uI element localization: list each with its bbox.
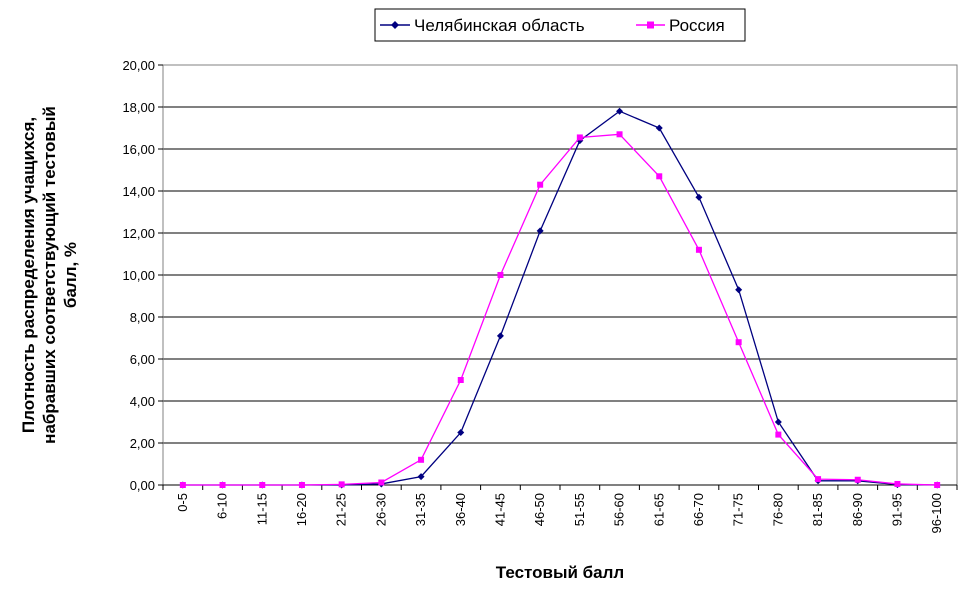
y-axis-title-line: набравших соответствующий тестовый xyxy=(40,106,59,444)
data-point xyxy=(775,431,782,438)
x-axis-title: Тестовый балл xyxy=(496,563,624,582)
data-point xyxy=(338,481,345,488)
y-tick-label: 10,00 xyxy=(122,268,155,283)
y-tick-label: 18,00 xyxy=(122,100,155,115)
y-tick-label: 16,00 xyxy=(122,142,155,157)
y-tick-label: 6,00 xyxy=(130,352,155,367)
x-tick-label: 6-10 xyxy=(215,493,230,519)
x-tick-label: 16-20 xyxy=(294,493,309,526)
y-axis-title: Плотность распределения учащихся, набравш… xyxy=(19,106,80,444)
data-point xyxy=(298,482,305,488)
legend-marker-diamond xyxy=(391,21,399,29)
data-point xyxy=(695,193,703,201)
x-tick-label: 11-15 xyxy=(254,493,269,525)
y-tick-label: 2,00 xyxy=(130,436,155,451)
legend-item-chelyabinsk: Челябинская область xyxy=(380,16,585,35)
data-point xyxy=(655,124,663,132)
data-point xyxy=(497,272,504,278)
data-point xyxy=(815,476,822,483)
series-layer xyxy=(179,107,941,489)
series-russia xyxy=(179,131,941,488)
legend: Челябинская область Россия xyxy=(374,8,746,42)
x-tick-label: 21-25 xyxy=(334,493,349,526)
data-point xyxy=(576,134,583,141)
legend-marker-square xyxy=(647,21,654,29)
series-line xyxy=(182,110,938,486)
x-tick-label: 46-50 xyxy=(532,493,547,526)
data-point xyxy=(894,480,901,487)
x-tick-label: 71-75 xyxy=(731,493,746,526)
series-chelyabinsk xyxy=(179,107,941,489)
legend-label-chelyabinsk: Челябинская область xyxy=(414,16,585,35)
legend-item-russia: Россия xyxy=(636,16,725,35)
x-tick-label: 76-80 xyxy=(770,493,785,526)
x-tick-label: 81-85 xyxy=(810,493,825,526)
data-point xyxy=(259,482,266,488)
x-tick-label: 41-45 xyxy=(492,493,507,526)
data-point xyxy=(735,286,743,294)
data-point xyxy=(536,227,544,235)
data-point xyxy=(616,131,623,138)
x-tick-label: 31-35 xyxy=(413,493,428,526)
data-point xyxy=(418,456,425,463)
data-point xyxy=(656,173,663,180)
x-tick-label: 86-90 xyxy=(850,493,865,526)
data-point xyxy=(735,339,742,346)
data-point xyxy=(695,246,702,253)
data-point xyxy=(378,479,385,486)
x-tick-label: 96-100 xyxy=(929,493,944,533)
x-tick-label: 0-5 xyxy=(175,493,190,512)
data-point xyxy=(457,377,464,383)
data-point xyxy=(417,473,425,481)
series-line xyxy=(182,133,938,486)
y-tick-label: 0,00 xyxy=(130,478,155,493)
data-point xyxy=(934,482,941,488)
gridlines xyxy=(163,64,957,486)
y-axis-title-line: балл, % xyxy=(61,242,80,308)
legend-box xyxy=(374,8,746,42)
data-point xyxy=(457,429,465,436)
x-axis-ticks: 0-5 6-10 11-15 16-20 21-25 26-30 31-35 36-40 41-… xyxy=(162,484,958,533)
data-point xyxy=(774,418,782,426)
data-point xyxy=(854,476,861,483)
legend-label-russia: Россия xyxy=(669,16,725,35)
x-tick-label: 91-95 xyxy=(889,493,904,526)
y-tick-label: 14,00 xyxy=(122,184,155,199)
y-axis-ticks: 0,00 2,00 4,00 6,00 8,00 10,00 12,00 14,00 16,00… xyxy=(122,58,163,493)
y-tick-label: 4,00 xyxy=(130,394,155,409)
x-tick-label: 51-55 xyxy=(572,493,587,526)
x-tick-label: 66-70 xyxy=(691,493,706,526)
y-tick-label: 12,00 xyxy=(122,226,155,241)
data-point xyxy=(496,332,504,340)
y-tick-label: 8,00 xyxy=(130,310,155,325)
x-tick-label: 36-40 xyxy=(453,493,468,526)
y-axis-title-line: Плотность распределения учащихся, xyxy=(19,117,38,433)
data-point xyxy=(179,482,186,488)
data-point xyxy=(616,107,624,115)
data-point xyxy=(537,181,544,188)
y-tick-label: 20,00 xyxy=(122,58,155,73)
x-tick-label: 26-30 xyxy=(373,493,388,526)
data-point xyxy=(219,482,226,488)
x-tick-label: 61-65 xyxy=(651,493,666,526)
x-tick-label: 56-60 xyxy=(612,493,627,526)
